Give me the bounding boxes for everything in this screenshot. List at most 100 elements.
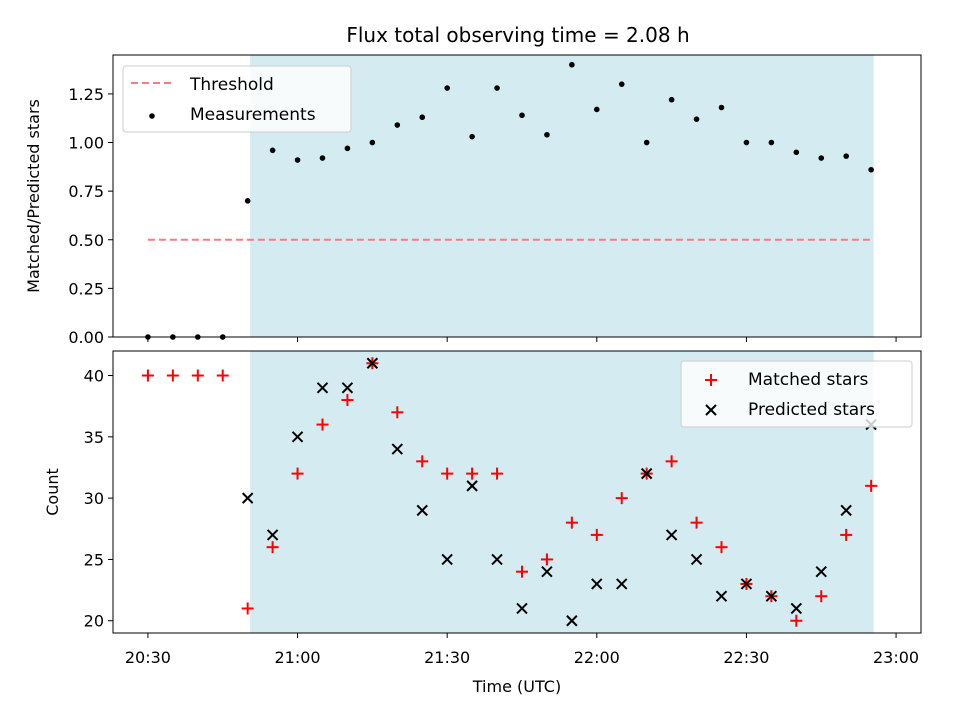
measurement-point <box>569 61 575 68</box>
predicted-star-point <box>291 431 304 443</box>
matched-star-point <box>665 455 678 468</box>
count-panel: 20 25 30 35 40 20:30 21:00 21:30 22:00 22:30 23:0… <box>43 350 922 696</box>
predicted-star-point <box>566 615 578 627</box>
x-tick-label: 21:30 <box>424 648 470 667</box>
x-tick-label: 23:00 <box>873 648 919 667</box>
measurement-point <box>469 133 475 140</box>
y-tick-label: 30 <box>84 489 104 508</box>
measurement-point <box>818 155 825 161</box>
measurement-point <box>369 139 376 146</box>
predicted-star-point <box>665 529 678 541</box>
y-tick-label: 1.25 <box>68 85 104 104</box>
predicted-star-point <box>366 357 379 369</box>
count-plot-frame <box>112 350 922 634</box>
predicted-star-point <box>416 504 428 517</box>
predicted-star-point <box>316 382 329 394</box>
predicted-star-point <box>690 553 703 566</box>
matched-star-point <box>815 590 828 603</box>
matched-star-point <box>615 492 628 505</box>
measurement-point <box>244 198 251 204</box>
predicted-star-point <box>640 467 653 480</box>
measurement-point <box>269 147 276 154</box>
matched-star-point <box>266 541 279 554</box>
matched-star-point <box>790 614 803 627</box>
ratio-plot-frame <box>112 54 922 338</box>
predicted-star-point <box>541 565 553 578</box>
predicted-star-point <box>441 553 453 566</box>
matched-star-point <box>216 369 229 382</box>
measurement-point <box>494 85 500 91</box>
predicted-star-point <box>740 578 753 590</box>
matched-star-point <box>491 467 504 480</box>
legend-threshold-label: Threshold <box>189 75 274 95</box>
y-tick-label: 1.00 <box>68 134 104 153</box>
matched-star-point <box>391 406 404 419</box>
observing-window-band <box>250 55 874 337</box>
y-tick-label: 25 <box>84 550 104 569</box>
matched-star-point <box>416 455 429 468</box>
measurement-point <box>868 166 874 173</box>
measurement-point <box>643 139 650 146</box>
x-tick-label: 22:30 <box>723 648 769 667</box>
legend-matched-swatch <box>705 374 717 386</box>
matched-star-point <box>865 479 878 492</box>
legend-matched-label: Matched stars <box>748 370 868 390</box>
matched-star-point <box>515 565 528 578</box>
predicted-star-point <box>715 590 728 602</box>
measurement-point <box>793 149 800 156</box>
measurement-point <box>394 122 401 128</box>
measurement-point <box>743 139 750 146</box>
matched-star-point <box>840 528 853 541</box>
measurement-point <box>693 116 700 122</box>
ratio-panel: 0.00 0.25 0.50 0.75 1.00 1.25 Matched/Predict… <box>24 54 922 347</box>
x-tick-label: 20:30 <box>125 648 171 667</box>
measurement-point <box>594 106 600 113</box>
measurement-point <box>618 81 625 87</box>
x-axis-label: Time (UTC) <box>472 677 561 696</box>
predicted-star-point <box>391 443 404 455</box>
x-tick-label: 21:00 <box>274 648 320 667</box>
legend-measurements-label: Measurements <box>190 105 316 125</box>
y-tick-label: 0.75 <box>68 182 104 201</box>
ratio-legend: Threshold Measurements <box>122 65 352 133</box>
measurement-point <box>519 112 525 119</box>
predicted-star-point <box>815 565 827 578</box>
x-tick-label: 22:00 <box>574 648 620 667</box>
count-y-axis-label: Count <box>43 468 62 516</box>
predicted-star-point <box>616 578 628 590</box>
y-tick-label: 40 <box>84 367 104 386</box>
predicted-star-point <box>591 578 603 590</box>
predicted-star-point <box>765 590 778 602</box>
matched-star-point <box>166 369 179 382</box>
matched-star-point <box>715 541 728 554</box>
matched-star-point <box>241 602 254 615</box>
predicted-star-point <box>241 492 254 504</box>
measurement-point <box>319 155 326 161</box>
y-tick-label: 0.25 <box>68 279 104 298</box>
matched-star-point <box>141 369 154 382</box>
matched-star-point <box>690 516 703 529</box>
y-tick-label: 35 <box>84 428 104 447</box>
matched-star-point <box>565 516 578 529</box>
predicted-star-point <box>516 602 528 615</box>
matched-star-point <box>466 467 479 480</box>
y-tick-label: 0.00 <box>68 328 104 347</box>
matched-star-point <box>291 467 304 480</box>
matched-star-point <box>341 394 354 407</box>
predicted-star-point <box>266 529 279 541</box>
matched-star-point <box>540 553 553 566</box>
legend-measurements-swatch <box>149 113 155 119</box>
measurement-point <box>843 153 849 159</box>
measurement-point <box>444 85 450 91</box>
measurement-point <box>419 114 426 121</box>
measurement-point <box>768 139 775 146</box>
chart-title: Flux total observing time = 2.08 h <box>346 23 689 47</box>
predicted-star-point <box>491 553 503 566</box>
y-tick-label: 0.50 <box>68 231 104 250</box>
y-tick-label: 20 <box>84 612 104 631</box>
legend-predicted-label: Predicted stars <box>748 400 875 420</box>
count-legend: Matched stars Predicted stars <box>680 360 913 428</box>
legend-predicted-swatch <box>705 404 717 416</box>
measurement-point <box>668 96 675 103</box>
